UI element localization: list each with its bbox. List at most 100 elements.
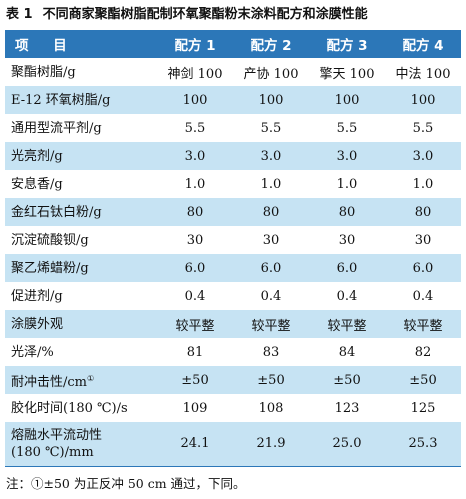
table-number: 表 1: [6, 7, 33, 22]
table-footnote: 注：①±50 为正反冲 50 cm 通过，下同。: [6, 476, 246, 491]
column-header-formula-4: 配方 4: [385, 30, 461, 58]
table-cell-formula-4: 82: [414, 344, 432, 360]
table-cell-formula-2: 21.9: [233, 422, 309, 467]
table-cell-formula-3: 84: [338, 344, 356, 360]
table-cell-formula-1: 24.1: [157, 422, 233, 467]
table-row: E-12 环氧树脂/g 100 100 100 100: [5, 86, 461, 114]
row-label-text: 聚酯树脂/g: [11, 64, 76, 80]
row-label-text: E-12 环氧树脂/g: [11, 92, 111, 108]
table-cell-formula-4: 5.5: [412, 120, 434, 136]
row-label: 光泽/%: [5, 338, 157, 366]
table-cell-formula-4: 较平整: [403, 318, 443, 334]
formulation-table: 项 目 配方 1 配方 2 配方 3 配方 4 聚酯树脂/g 神剑 100 产协 1…: [5, 30, 461, 467]
column-header-item: 项 目: [5, 30, 157, 58]
table-row: 沉淀硫酸钡/g 30 30 30 30: [5, 226, 461, 254]
table-row: 金红石钛白粉/g 80 80 80 80: [5, 198, 461, 226]
table-cell-formula-3: 100: [334, 92, 360, 108]
row-label: 沉淀硫酸钡/g: [5, 226, 157, 254]
table-header-row: 项 目 配方 1 配方 2 配方 3 配方 4: [5, 30, 461, 58]
table-row: 通用型流平剂/g 5.5 5.5 5.5 5.5: [5, 114, 461, 142]
row-label: 金红石钛白粉/g: [5, 198, 157, 226]
table-cell-formula-1: 0.4: [184, 288, 206, 304]
table-row: 胶化时间(180 ℃)/s 109 108 123 125: [5, 394, 461, 422]
table-cell-formula-1: 5.5: [184, 120, 206, 136]
table-row: 安息香/g 1.0 1.0 1.0 1.0: [5, 170, 461, 198]
table-cell-formula-4: 1.0: [412, 176, 434, 192]
table-row: 聚酯树脂/g 神剑 100 产协 100 擎天 100 中法 100: [5, 58, 461, 86]
row-label: 促进剂/g: [5, 282, 157, 310]
row-label: 耐冲击性/cm①: [5, 366, 157, 394]
row-label-text: 沉淀硫酸钡/g: [11, 232, 89, 248]
table-cell-formula-1: 1.0: [184, 176, 206, 192]
table-cell-formula-4: 100: [410, 92, 436, 108]
table-cell-formula-4: 125: [410, 400, 436, 416]
table-cell-formula-3: 1.0: [336, 176, 358, 192]
table-cell-formula-4: 25.3: [385, 422, 461, 467]
row-label-text: 耐冲击性/cm: [11, 374, 87, 390]
table-cell-formula-1: 81: [186, 344, 204, 360]
table-cell-formula-2: 3.0: [260, 148, 282, 164]
table-cell-formula-3: 0.4: [336, 288, 358, 304]
row-label-text: 胶化时间(180 ℃)/s: [11, 400, 128, 416]
table-cell-formula-3: ±50: [333, 372, 361, 388]
table-cell-formula-3: 擎天 100: [319, 66, 375, 82]
footnote-marker: ①: [87, 373, 95, 383]
table-row: 光亮剂/g 3.0 3.0 3.0 3.0: [5, 142, 461, 170]
row-label: 安息香/g: [5, 170, 157, 198]
row-label: 通用型流平剂/g: [5, 114, 157, 142]
table-cell-formula-2: 0.4: [260, 288, 282, 304]
row-label-text: 通用型流平剂/g: [11, 120, 102, 136]
table-cell-formula-3: 80: [338, 204, 356, 220]
row-label-text-line2: (180 ℃)/mm: [11, 444, 94, 460]
table-title: 不同商家聚酯树脂配制环氧聚酯粉末涂料配方和涂膜性能: [42, 7, 368, 22]
table-row: 熔融水平流动性 (180 ℃)/mm 24.1 21.9 25.0 25.3: [5, 422, 461, 467]
table-cell-formula-4: ±50: [409, 372, 437, 388]
column-header-formula-2: 配方 2: [233, 30, 309, 58]
table-cell-formula-3: 123: [334, 400, 360, 416]
row-label: 涂膜外观: [5, 310, 157, 338]
table-row: 耐冲击性/cm① ±50 ±50 ±50 ±50: [5, 366, 461, 394]
table-cell-formula-1: 30: [186, 232, 204, 248]
row-label-text: 促进剂/g: [11, 288, 63, 304]
table-cell-formula-3: 30: [338, 232, 356, 248]
table-cell-formula-1: 109: [182, 400, 208, 416]
table-cell-formula-2: 5.5: [260, 120, 282, 136]
table-cell-formula-1: 较平整: [175, 318, 215, 334]
table-body: 聚酯树脂/g 神剑 100 产协 100 擎天 100 中法 100 E-12 环氧树脂/…: [5, 58, 461, 467]
table-row: 促进剂/g 0.4 0.4 0.4 0.4: [5, 282, 461, 310]
table-cell-formula-1: 6.0: [184, 260, 206, 276]
table-cell-formula-2: 83: [262, 344, 280, 360]
column-header-formula-3: 配方 3: [309, 30, 385, 58]
table-cell-formula-4: 0.4: [412, 288, 434, 304]
table-cell-formula-3: 25.0: [309, 422, 385, 467]
row-label-text: 安息香/g: [11, 176, 63, 192]
table-cell-formula-2: 产协 100: [243, 66, 299, 82]
row-label: E-12 环氧树脂/g: [5, 86, 157, 114]
table-cell-formula-3: 3.0: [336, 148, 358, 164]
row-label-text: 熔融水平流动性: [11, 427, 103, 443]
row-label: 聚酯树脂/g: [5, 58, 157, 86]
table-cell-formula-2: 108: [258, 400, 284, 416]
table-cell-formula-2: 1.0: [260, 176, 282, 192]
table-cell-formula-2: 80: [262, 204, 280, 220]
row-label-text: 光泽/%: [11, 344, 54, 360]
table-cell-formula-4: 6.0: [412, 260, 434, 276]
row-label-text: 涂膜外观: [11, 316, 64, 332]
row-label-text: 光亮剂/g: [11, 148, 63, 164]
table-cell-formula-2: 6.0: [260, 260, 282, 276]
table-caption: 表 1 不同商家聚酯树脂配制环氧聚酯粉末涂料配方和涂膜性能: [6, 4, 462, 26]
row-label-text: 聚乙烯蜡粉/g: [11, 260, 89, 276]
row-label: 熔融水平流动性 (180 ℃)/mm: [5, 422, 157, 467]
table-row: 涂膜外观 较平整 较平整 较平整 较平整: [5, 310, 461, 338]
table-cell-formula-4: 中法 100: [395, 66, 451, 82]
table-cell-formula-2: 30: [262, 232, 280, 248]
table-cell-formula-4: 80: [414, 204, 432, 220]
table-cell-formula-1: 3.0: [184, 148, 206, 164]
table-cell-formula-2: 较平整: [251, 318, 291, 334]
table-cell-formula-1: 神剑 100: [167, 66, 223, 82]
table-cell-formula-1: ±50: [181, 372, 209, 388]
row-label: 胶化时间(180 ℃)/s: [5, 394, 157, 422]
row-label: 光亮剂/g: [5, 142, 157, 170]
column-header-formula-1: 配方 1: [157, 30, 233, 58]
